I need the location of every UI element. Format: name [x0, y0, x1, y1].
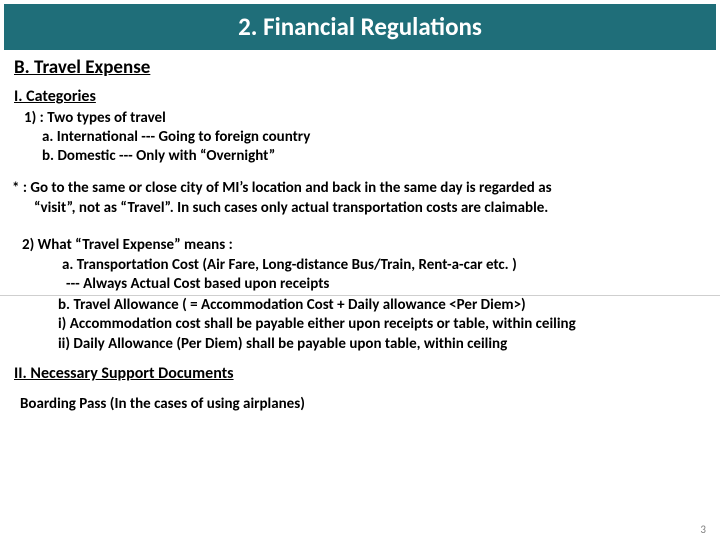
note-line-2: “visit”, not as “Travel”. In such cases … [0, 199, 720, 219]
item-2a: a. Transportation Cost (Air Fare, Long-d… [0, 256, 720, 276]
section-i-heading: I. Categories [0, 85, 720, 108]
item-2: 2) What “Travel Expense” means : [0, 218, 720, 256]
item-1b: b. Domestic --- Only with “Overnight” [0, 147, 720, 166]
note-line-1: * : Go to the same or close city of MI’s… [0, 165, 720, 199]
item-2ii: ii) Daily Allowance (Per Diem) shall be … [0, 335, 720, 355]
section-b-heading: B. Travel Expense [0, 50, 720, 85]
item-1: 1) : Two types of travel [0, 108, 720, 128]
boarding-pass-text: Boarding Pass (In the cases of using air… [0, 387, 720, 413]
item-2i: i) Accommodation cost shall be payable e… [0, 315, 720, 335]
page-number: 3 [700, 523, 706, 536]
item-1a: a. International --- Going to foreign co… [0, 128, 720, 147]
page-title: 2. Financial Regulations [238, 11, 482, 42]
item-2b: b. Travel Allowance ( = Accommodation Co… [0, 296, 720, 316]
item-2a-cont: --- Always Actual Cost based upon receip… [0, 275, 720, 295]
title-bar: 2. Financial Regulations [4, 4, 716, 50]
section-ii-heading: II. Necessary Support Documents [0, 354, 720, 387]
